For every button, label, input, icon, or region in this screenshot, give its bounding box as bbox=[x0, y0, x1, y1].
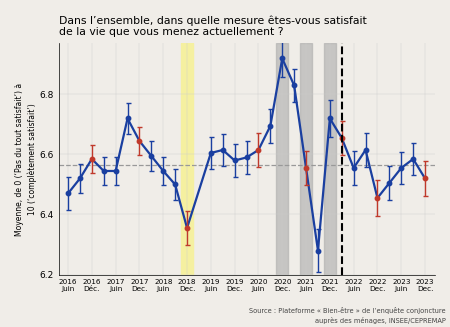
Bar bbox=[324, 43, 336, 275]
Bar bbox=[300, 43, 312, 275]
Bar bbox=[181, 43, 193, 275]
Y-axis label: Moyenne, de 0 (‘Pas du tout satisfait’) à
10 (‘complètement satisfait’): Moyenne, de 0 (‘Pas du tout satisfait’) … bbox=[15, 82, 36, 235]
Text: Source : Plateforme « Bien-être » de l’enquête conjoncture
auprès des ménages, I: Source : Plateforme « Bien-être » de l’e… bbox=[249, 307, 446, 324]
Text: Dans l’ensemble, dans quelle mesure êtes-vous satisfait
de la vie que vous menez: Dans l’ensemble, dans quelle mesure êtes… bbox=[58, 15, 366, 37]
Bar bbox=[276, 43, 288, 275]
